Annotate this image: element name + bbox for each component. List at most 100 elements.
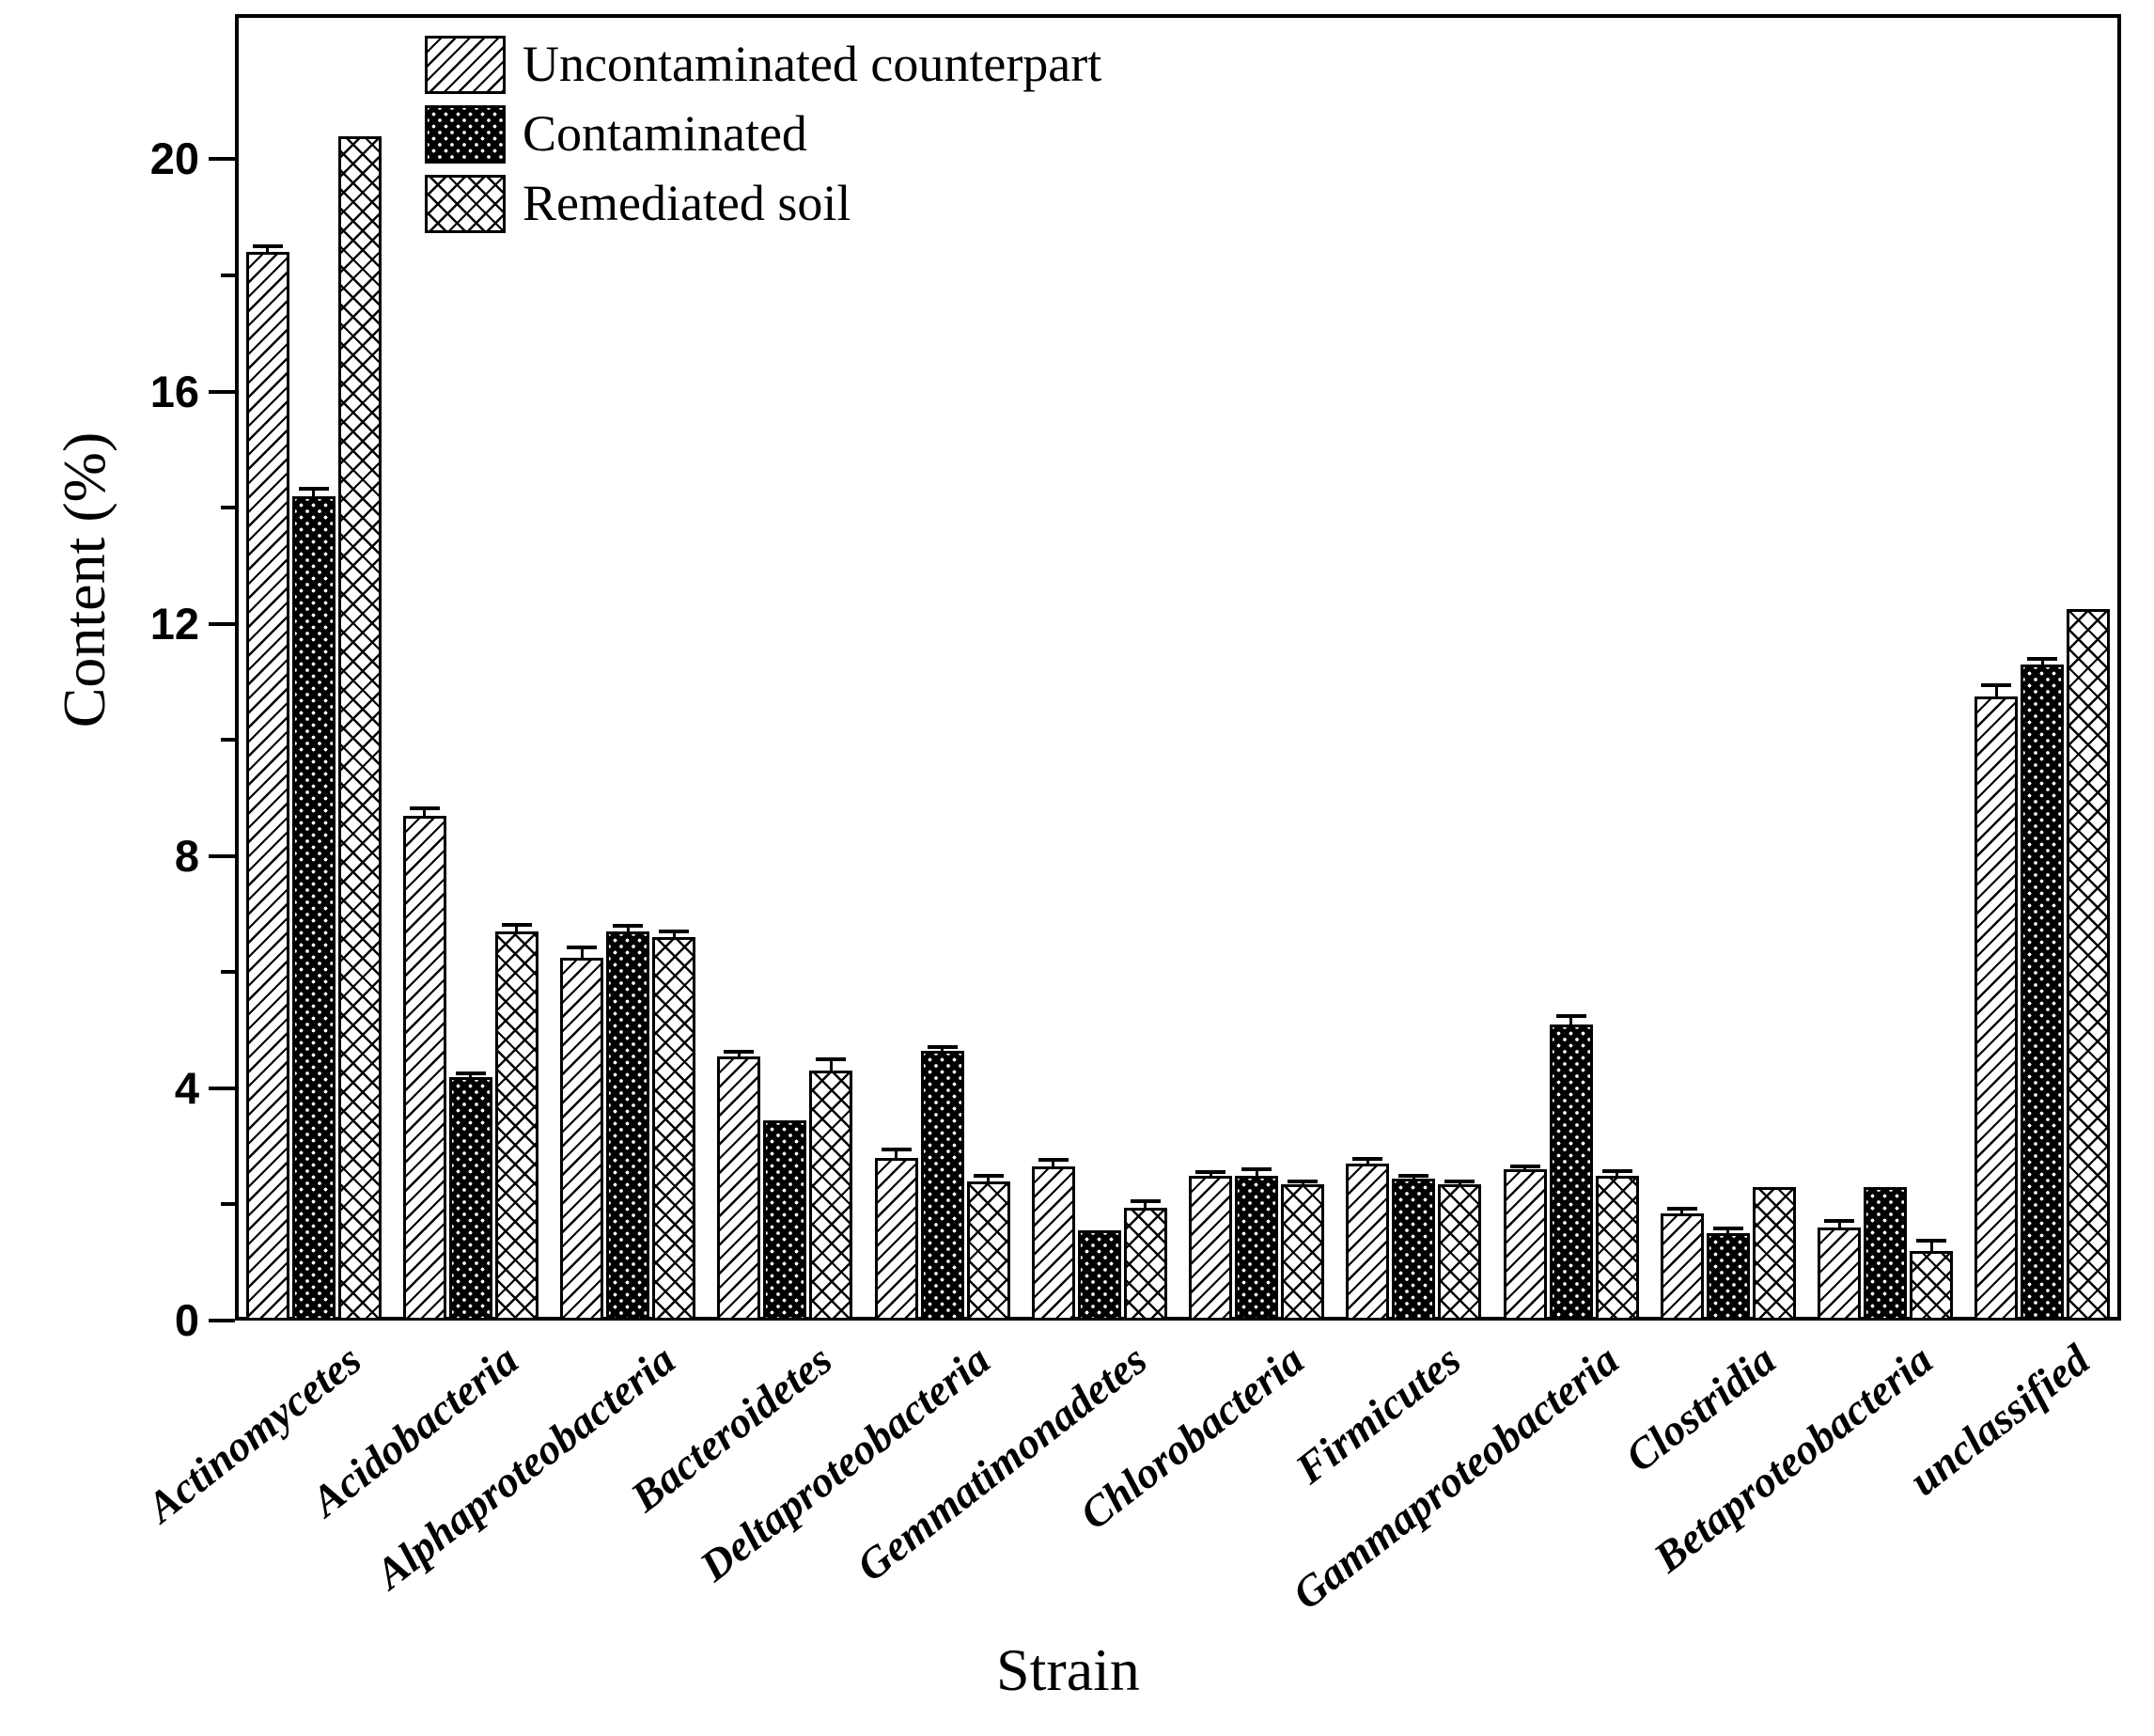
y-minor-tick [221,970,235,975]
error-bar-stem [1366,1159,1369,1165]
bar [717,1056,761,1321]
legend-label: Contaminated [523,105,807,163]
error-bar-cap [1666,1207,1697,1212]
y-axis-title: Content (%) [51,431,117,728]
bar [1910,1250,1954,1321]
crosshatch-swatch [425,175,506,233]
error-bar-stem [515,924,519,932]
error-bar-stem [1994,684,1998,696]
error-bar-cap [501,922,532,927]
error-bar-cap [567,945,598,949]
y-minor-tick [221,506,235,510]
error-bar-cap [816,1057,847,1061]
bar [606,931,650,1321]
x-category-label: Alphaproteobacteria [367,1335,684,1598]
y-tick-label: 0 [174,1295,199,1345]
error-bar-stem [1255,1169,1258,1176]
bar [809,1071,853,1321]
x-axis-title: Strain [996,1636,1140,1703]
bar [494,931,538,1321]
error-bar-cap [1555,1013,1586,1018]
bar [652,937,696,1321]
bar [1077,1230,1121,1321]
y-minor-tick [221,274,235,277]
error-bar-stem [423,808,427,816]
error-bar-stem [829,1059,833,1071]
error-bar-stem [626,925,630,932]
error-bar-stem [672,931,676,938]
legend-label: Remediated soil [523,175,851,232]
error-bar-cap [252,244,283,249]
bar [1392,1178,1436,1321]
bar [1974,696,2019,1321]
error-bar-stem [2040,658,2044,665]
y-major-tick [209,1319,235,1322]
error-bar-cap [1195,1169,1226,1174]
error-bar-stem [312,488,316,496]
error-bar-cap [1712,1226,1743,1230]
y-minor-tick [221,738,235,743]
plot-area [235,14,2121,1321]
bar [337,135,382,1321]
bar [448,1076,492,1321]
y-tick-label: 16 [149,366,199,416]
dotted-black-swatch [425,105,506,164]
legend-label: Uncontaminated counterpart [523,36,1102,93]
bar [1549,1024,1593,1321]
error-bar-cap [1038,1157,1069,1162]
error-bar-cap [455,1071,486,1076]
x-category-label: Betaproteobacteria [1645,1335,1942,1582]
error-bar-cap [659,930,690,934]
bar [2021,664,2065,1321]
bar [1864,1186,1908,1321]
error-bar-stem [1616,1171,1619,1176]
y-tick-label: 12 [149,598,199,649]
y-major-tick [209,1086,235,1090]
error-bar-cap [1601,1169,1632,1174]
y-tick-label: 20 [149,133,199,184]
bar [2067,609,2111,1321]
y-major-tick [209,853,235,858]
error-bar-cap [2027,656,2058,661]
error-bar-stem [1929,1241,1933,1251]
error-bar-cap [298,486,329,491]
y-major-tick [209,157,235,162]
error-bar-stem [737,1051,741,1056]
bar [874,1158,918,1321]
error-bar-cap [1241,1167,1272,1172]
error-bar-cap [1398,1173,1429,1178]
bar [920,1050,964,1321]
error-bar-cap [927,1045,958,1050]
bar [1235,1175,1279,1321]
bar [763,1119,807,1321]
error-bar-stem [987,1175,991,1181]
bar [1281,1183,1325,1321]
bar [1123,1207,1167,1321]
x-category-label: Deltaproteobacteria [690,1335,999,1591]
bar [1752,1186,1796,1321]
error-bar-cap [409,806,440,811]
error-bar-stem [266,246,270,253]
bar [291,495,336,1321]
error-bar-cap [1130,1199,1161,1204]
error-bar-stem [1680,1209,1684,1213]
error-bar-cap [1824,1218,1855,1223]
y-major-tick [209,389,235,394]
bar [560,957,604,1321]
bar [1595,1175,1639,1321]
error-bar-cap [1981,682,2012,687]
error-bar-stem [1569,1015,1573,1024]
bar [1503,1169,1547,1321]
bar [1660,1212,1704,1321]
error-bar-cap [1509,1165,1540,1169]
error-bar-stem [1052,1159,1055,1167]
y-major-tick [209,621,235,626]
error-bar-cap [1288,1179,1319,1183]
error-bar-stem [1144,1201,1147,1208]
diagonal-hatch-swatch [425,36,506,94]
bar [1818,1228,1862,1321]
error-bar-cap [973,1173,1004,1178]
error-bar-cap [1916,1239,1947,1243]
legend-item: Remediated soil [425,175,1101,233]
